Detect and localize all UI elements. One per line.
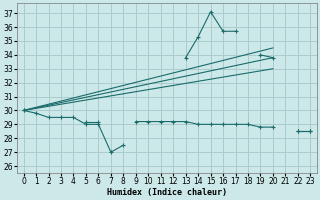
X-axis label: Humidex (Indice chaleur): Humidex (Indice chaleur) bbox=[107, 188, 227, 197]
